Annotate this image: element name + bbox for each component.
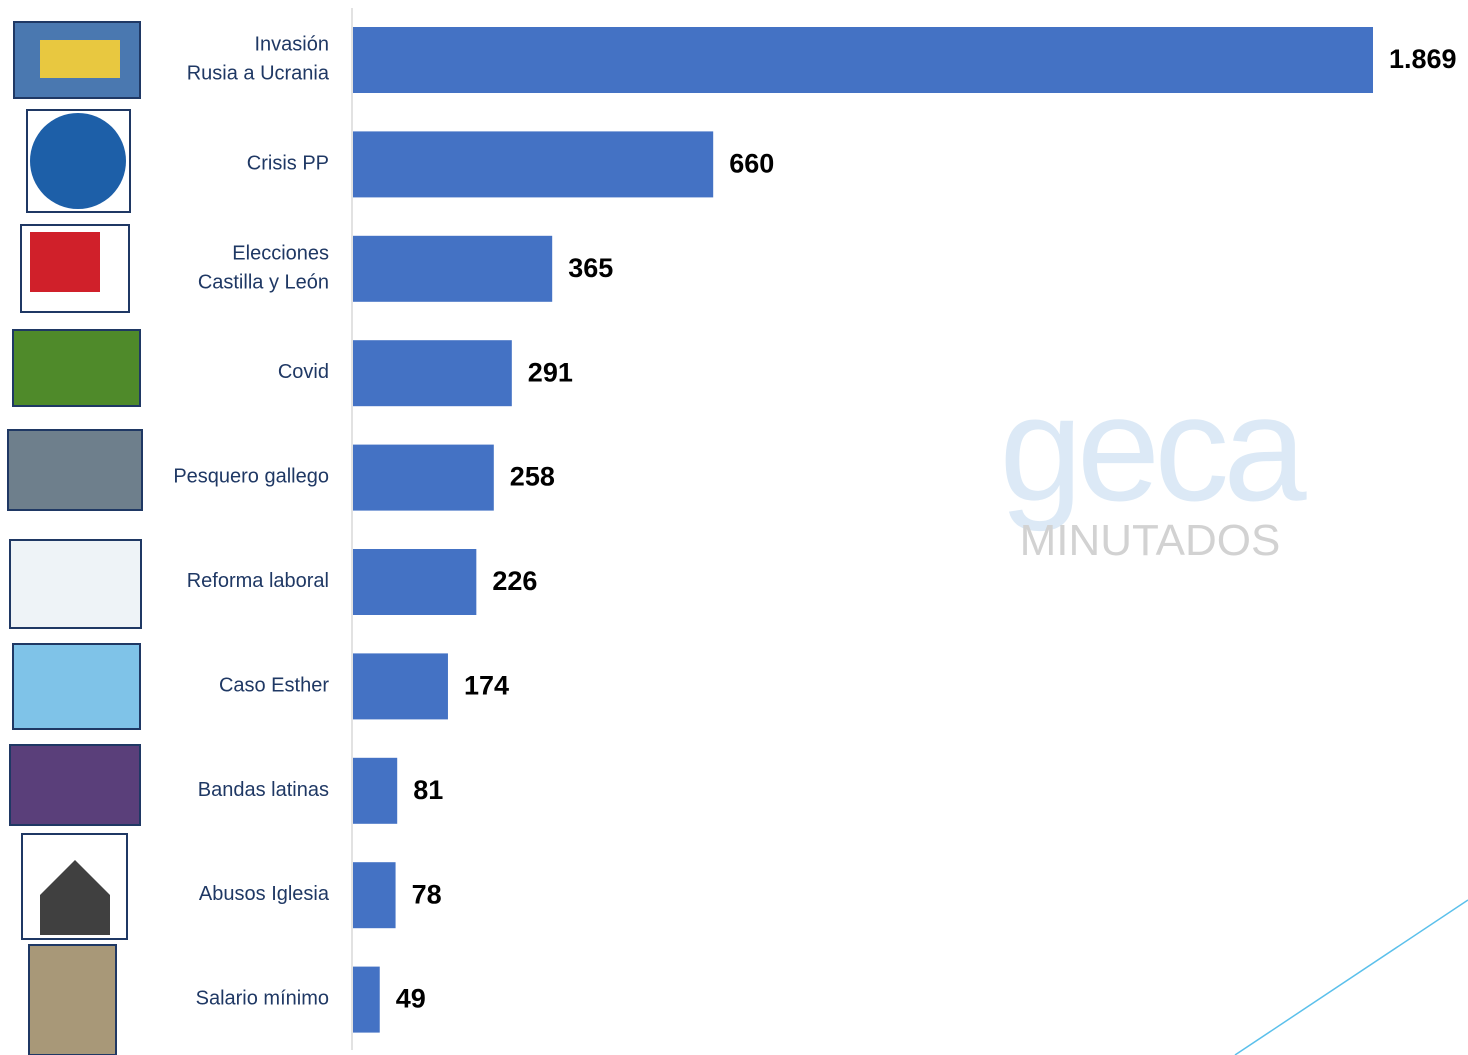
thumbnail bbox=[40, 860, 110, 935]
data-label: 174 bbox=[464, 671, 509, 701]
bar bbox=[353, 340, 512, 407]
y-tick-label: Bandas latinas bbox=[198, 779, 329, 801]
bar bbox=[353, 131, 714, 198]
bar bbox=[353, 27, 1373, 93]
y-tick-label: Caso Esther bbox=[219, 675, 329, 697]
bar bbox=[353, 549, 477, 615]
data-label: 365 bbox=[568, 253, 613, 283]
thumbnail bbox=[12, 643, 141, 730]
thumbnail bbox=[30, 113, 126, 209]
bar bbox=[353, 757, 398, 824]
data-label: 1.869 bbox=[1389, 44, 1457, 74]
y-tick-label: Pesquero gallego bbox=[173, 466, 329, 488]
watermark-logo: geca bbox=[999, 364, 1307, 532]
thumbnail bbox=[40, 40, 120, 78]
data-label: 258 bbox=[510, 462, 555, 492]
data-label: 81 bbox=[413, 775, 443, 805]
thumbnail bbox=[7, 429, 143, 511]
bar bbox=[353, 653, 448, 720]
data-label: 78 bbox=[412, 879, 442, 909]
watermark-subtitle: MINUTADOS bbox=[1020, 516, 1281, 565]
y-tick-label: Covid bbox=[278, 361, 329, 383]
thumbnail bbox=[12, 329, 141, 407]
y-tick-label: Abusos Iglesia bbox=[199, 883, 330, 905]
y-tick-label: Salario mínimo bbox=[196, 988, 329, 1010]
y-tick-label: Reforma laboral bbox=[187, 570, 329, 592]
decoration-line bbox=[1234, 899, 1468, 1055]
thumbnail bbox=[30, 232, 100, 292]
bar bbox=[353, 966, 380, 1033]
data-label: 49 bbox=[396, 984, 426, 1014]
watermark: geca MINUTADOS bbox=[999, 364, 1313, 565]
bar bbox=[353, 444, 494, 511]
thumbnail bbox=[9, 744, 141, 826]
y-tick-label: Invasión Rusia a Ucrania bbox=[187, 34, 330, 85]
data-label: 226 bbox=[492, 566, 537, 596]
bar bbox=[353, 862, 396, 929]
thumbnail bbox=[9, 539, 142, 629]
bar bbox=[353, 235, 553, 302]
data-label: 660 bbox=[729, 149, 774, 179]
y-tick-label: Elecciones Castilla y León bbox=[198, 243, 329, 294]
y-tick-label: Crisis PP bbox=[247, 153, 329, 175]
data-label: 291 bbox=[528, 357, 573, 387]
thumbnail bbox=[28, 944, 117, 1055]
thumbnails bbox=[7, 21, 143, 1055]
